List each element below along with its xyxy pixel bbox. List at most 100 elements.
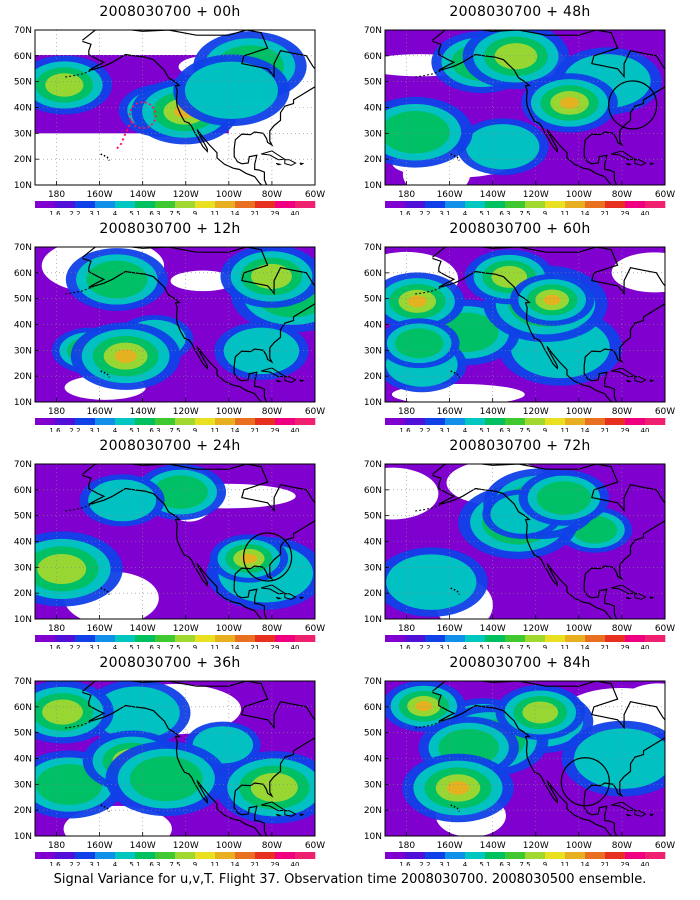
scale-swatch [405,201,426,208]
scale-swatch [625,201,646,208]
scale-swatch [75,635,96,642]
scale-label: 6.3 [149,861,160,866]
scale-label: 7.5 [169,861,180,866]
scale-swatch [425,418,446,425]
scale-swatch [75,418,96,425]
lat-label: 10N [364,398,382,408]
scale-swatch [605,635,626,642]
scale-label: 6.3 [499,427,510,432]
scale-swatch [645,635,666,642]
scale-label: 29 [621,644,630,649]
scale-swatch [275,418,296,425]
map-panel: 2008030700 + 36h 70N 60N 50N 40N 30N 20N 10N 180… [0,651,340,866]
scale-label: 29 [621,861,630,866]
scale-label: 2.2 [69,427,80,432]
scale-swatch [175,418,196,425]
lon-label: 180 [398,190,415,200]
lat-label: 60N [14,52,32,62]
scale-swatch [35,418,56,425]
lat-label: 20N [14,372,32,382]
scale-label: 21 [601,427,610,432]
scale-swatch [275,852,296,859]
lat-label: 70N [364,460,382,470]
lat-label: 20N [364,372,382,382]
panel-title: 2008030700 + 84h [449,655,591,671]
lat-label: 50N [14,729,32,739]
scale-swatch [215,201,236,208]
scale-label: 2.2 [69,644,80,649]
scale-label: 11 [561,427,570,432]
lat-label: 50N [364,729,382,739]
scale-label: 29 [271,427,280,432]
scale-label: 1.6 [399,210,411,215]
scale-label: 21 [601,861,610,866]
scale-swatch [385,635,406,642]
scale-label: 7.5 [169,427,180,432]
lon-label: 160W [87,841,113,851]
lat-label: 40N [14,104,32,114]
scale-label: 40 [291,427,300,432]
lat-label: 20N [14,806,32,816]
lon-label: 80W [262,190,282,200]
scale-label: 4 [463,861,468,866]
scale-label: 40 [641,427,650,432]
lat-label: 20N [14,155,32,165]
variance-map: 70N 60N 50N 40N 30N 20N 10N 180 160W 140W 120W 100W… [14,677,325,866]
scale-swatch [95,635,116,642]
lon-label: 180 [398,407,415,417]
lon-label: 100W [566,190,592,200]
scale-label: 9 [193,861,197,866]
scale-label: 4 [113,210,118,215]
scale-swatch [135,852,156,859]
scale-swatch [135,418,156,425]
scale-swatch [115,201,136,208]
lat-label: 60N [364,486,382,496]
scale-label: 29 [271,861,280,866]
scale-label: 7.5 [519,427,530,432]
variance-map: 70N 60N 50N 40N 30N 20N 10N 180 160W 140W 120W 100W… [14,243,325,432]
scale-label: 40 [291,644,300,649]
lat-label: 30N [364,346,382,356]
scale-swatch [135,635,156,642]
scale-swatch [35,201,56,208]
scale-swatch [195,201,216,208]
scale-swatch [625,635,646,642]
lat-label: 50N [364,512,382,522]
lon-label: 100W [566,407,592,417]
scale-swatch [525,201,546,208]
scale-swatch [215,418,236,425]
scale-swatch [405,635,426,642]
lon-label: 80W [612,407,632,417]
lon-label: 160W [437,841,463,851]
scale-swatch [255,852,276,859]
scale-swatch [445,852,466,859]
scale-label: 21 [601,644,610,649]
lat-label: 40N [364,755,382,765]
scale-swatch [235,201,256,208]
lat-label: 60N [14,269,32,279]
scale-swatch [55,201,76,208]
scale-swatch [605,201,626,208]
scale-swatch [215,635,236,642]
lon-label: 60W [305,841,325,851]
scale-label: 9 [193,427,197,432]
scale-label: 11 [561,644,570,649]
scale-label: 3.1 [89,210,100,215]
scale-label: 40 [291,210,300,215]
scale-swatch [625,852,646,859]
scale-swatch [275,201,296,208]
lon-label: 140W [480,841,506,851]
scale-label: 6.3 [149,644,160,649]
scale-label: 5.1 [479,861,490,866]
lat-label: 60N [364,52,382,62]
scale-label: 40 [641,644,650,649]
lon-label: 180 [48,190,65,200]
scale-label: 3.1 [439,861,450,866]
lon-label: 120W [173,190,199,200]
scale-label: 9 [193,644,197,649]
scale-swatch [295,852,316,859]
figure-caption: Signal Variance for u,v,T. Flight 37. Ob… [53,872,647,887]
scale-label: 7.5 [519,644,530,649]
scale-swatch [95,418,116,425]
scale-swatch [385,418,406,425]
